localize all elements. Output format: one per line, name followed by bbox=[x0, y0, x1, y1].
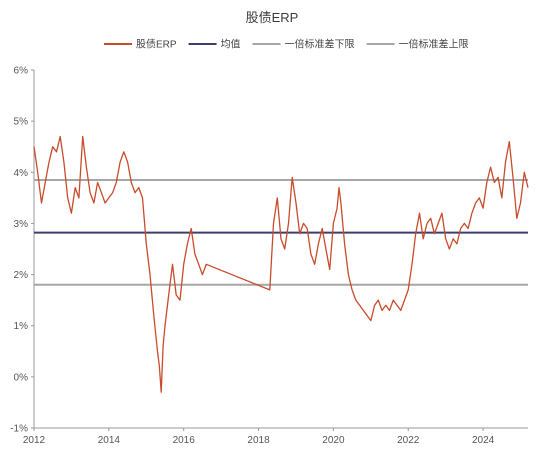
x-tick-label: 2020 bbox=[322, 435, 345, 446]
y-tick-label: 6% bbox=[14, 66, 29, 77]
y-tick-label: 3% bbox=[14, 219, 29, 230]
y-tick-label: 2% bbox=[14, 270, 29, 281]
x-tick-label: 2014 bbox=[98, 435, 121, 446]
legend: 股债ERP 均值 一倍标准差下限 一倍标准差上限 bbox=[104, 38, 469, 51]
legend-label: 股债ERP bbox=[136, 38, 177, 51]
axes: -1% 0% 1% 2% 3% 4% 5% 6% 2012 2014 2016 2018 2020 202… bbox=[10, 66, 528, 446]
legend-label: 一倍标准差上限 bbox=[399, 38, 469, 51]
erp-series-line bbox=[33, 135, 529, 393]
x-tick-label: 2012 bbox=[23, 435, 46, 446]
y-tick-label: 0% bbox=[14, 372, 29, 383]
legend-label: 均值 bbox=[221, 38, 241, 51]
y-tick-label: 4% bbox=[14, 168, 29, 179]
x-tick-label: 2022 bbox=[397, 435, 420, 446]
y-tick-label: 5% bbox=[14, 117, 29, 128]
x-tick-label: 2024 bbox=[472, 435, 495, 446]
plot-area bbox=[33, 135, 529, 393]
y-tick-label: -1% bbox=[10, 424, 28, 435]
y-tick-label: 1% bbox=[14, 321, 29, 332]
x-tick-label: 2016 bbox=[173, 435, 196, 446]
chart-title: 股债ERP bbox=[246, 10, 299, 25]
x-tick-label: 2018 bbox=[247, 435, 270, 446]
legend-label: 一倍标准差下限 bbox=[285, 38, 355, 51]
